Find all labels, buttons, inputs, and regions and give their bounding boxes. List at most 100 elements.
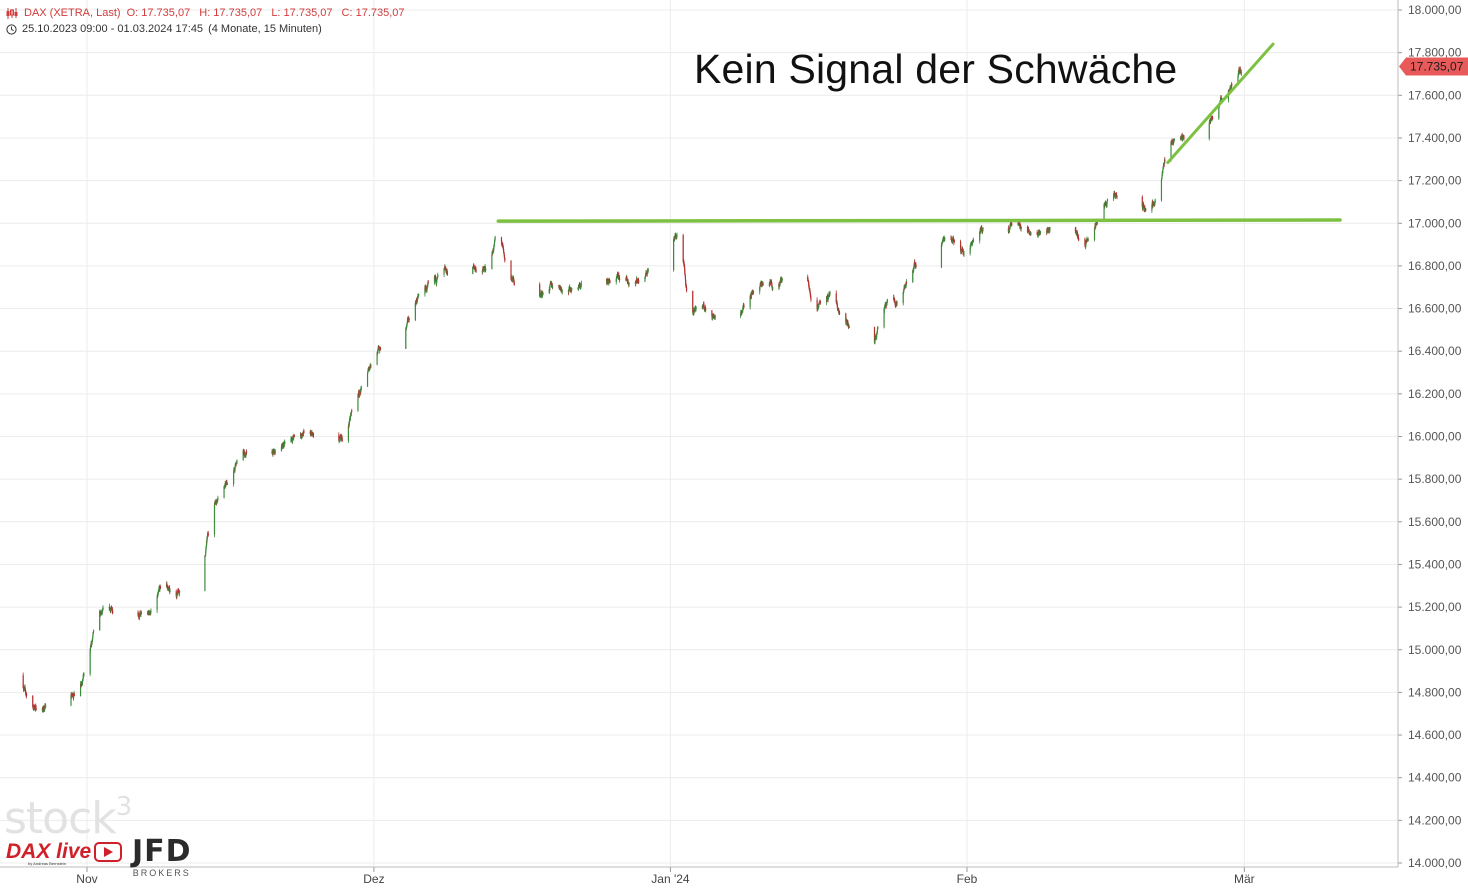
candle-body	[781, 278, 783, 281]
y-tick-label: 15.600,00	[1408, 515, 1462, 529]
candle-body	[684, 275, 686, 280]
candle-body	[705, 309, 707, 311]
candle-body	[214, 502, 216, 505]
candle-body	[1106, 199, 1109, 202]
candle-body	[349, 416, 351, 420]
candle-body	[695, 307, 697, 309]
candle-body	[206, 535, 209, 537]
candle-body	[510, 260, 512, 280]
candle-body	[1011, 224, 1013, 226]
candle-body	[1160, 179, 1163, 201]
candle-body	[969, 247, 971, 254]
candle-body	[877, 327, 879, 329]
candle-body	[70, 694, 72, 706]
candle-body	[963, 253, 965, 255]
candle-body	[1143, 206, 1145, 208]
candle-body	[940, 244, 943, 268]
candle-body	[1049, 228, 1051, 230]
candle-body	[1212, 117, 1214, 119]
candle-body	[1237, 71, 1240, 74]
candle-body	[427, 282, 429, 284]
candle-body	[1030, 232, 1032, 235]
y-tick-label: 17.800,00	[1408, 46, 1462, 60]
y-tick-label: 14.800,00	[1408, 685, 1462, 699]
candle-body	[647, 270, 649, 272]
candle-body	[234, 465, 236, 468]
candle-body	[571, 288, 573, 290]
candle-body	[915, 266, 917, 268]
grid-lines	[0, 0, 1398, 867]
candle-body	[959, 241, 962, 251]
candle-body	[32, 695, 34, 707]
candle-body	[83, 674, 85, 675]
candle-body	[714, 316, 716, 318]
chart-header: DAX (XETRA, Last) O: 17.735,07 H: 17.735…	[6, 5, 411, 37]
candle-body	[827, 296, 830, 298]
candle-body	[112, 611, 114, 614]
candle-body	[1103, 204, 1105, 220]
candle-body	[148, 611, 150, 613]
candle-body	[1020, 226, 1022, 228]
candle-body	[156, 597, 158, 611]
candle-body	[81, 679, 84, 683]
candle-body	[636, 279, 638, 281]
candle-body	[504, 258, 506, 261]
candle-body	[360, 386, 362, 388]
y-tick-label: 17.400,00	[1408, 131, 1462, 145]
candle-body	[980, 229, 982, 232]
candle-body	[379, 348, 382, 349]
candle-body	[676, 235, 678, 237]
candle-body	[157, 592, 159, 594]
candle-body	[558, 285, 560, 286]
candle-body	[79, 684, 82, 696]
open-value: O: 17.735,07	[126, 7, 191, 19]
candle-body	[366, 372, 369, 387]
candle-body	[406, 322, 408, 325]
candle-body	[542, 293, 544, 295]
candle-body	[280, 446, 283, 451]
candle-body	[1154, 201, 1156, 203]
candle-body	[982, 228, 984, 230]
candle-body	[1084, 238, 1086, 246]
candle-body	[1208, 123, 1210, 139]
candle-body	[771, 284, 773, 287]
candle-body	[685, 287, 688, 291]
candle-body	[370, 364, 372, 366]
candle-body	[109, 606, 111, 609]
last-price-tag	[1399, 57, 1468, 76]
candle-body	[284, 441, 286, 443]
y-tick-label: 17.200,00	[1408, 174, 1462, 188]
candle-body	[570, 290, 572, 292]
candle-body	[485, 268, 487, 271]
y-tick-label: 16.000,00	[1408, 430, 1462, 444]
low-value: L: 17.735,07	[271, 7, 333, 19]
candle-body	[102, 609, 104, 611]
candle-body	[89, 650, 91, 675]
candle-body	[89, 647, 92, 649]
candle-body	[638, 281, 640, 283]
candle-body	[561, 288, 563, 291]
candle-body	[1077, 234, 1079, 236]
candle-body	[493, 246, 495, 248]
candle-body	[293, 435, 296, 437]
candle-body	[972, 241, 974, 243]
candle-body	[73, 693, 75, 695]
candle-body	[418, 294, 420, 296]
x-tick-label: Jan '24	[651, 872, 690, 886]
candle-body	[673, 239, 675, 271]
candle-body	[1239, 69, 1241, 71]
candle-body	[245, 451, 248, 453]
chart-annotation: Kein Signal der Schwäche	[694, 46, 1178, 92]
candle-body	[873, 327, 876, 344]
y-tick-label: 17.600,00	[1408, 88, 1462, 102]
candle-body	[1144, 208, 1147, 210]
candle-body	[99, 611, 101, 631]
candle-body	[25, 694, 28, 696]
candle-body	[274, 450, 276, 453]
candle-body	[110, 608, 112, 611]
x-tick-label: Feb	[957, 872, 978, 886]
candle-body	[683, 262, 685, 265]
date-range: 25.10.2023 09:00 - 01.03.2024 17:45	[22, 23, 204, 35]
candle-body	[303, 431, 305, 433]
